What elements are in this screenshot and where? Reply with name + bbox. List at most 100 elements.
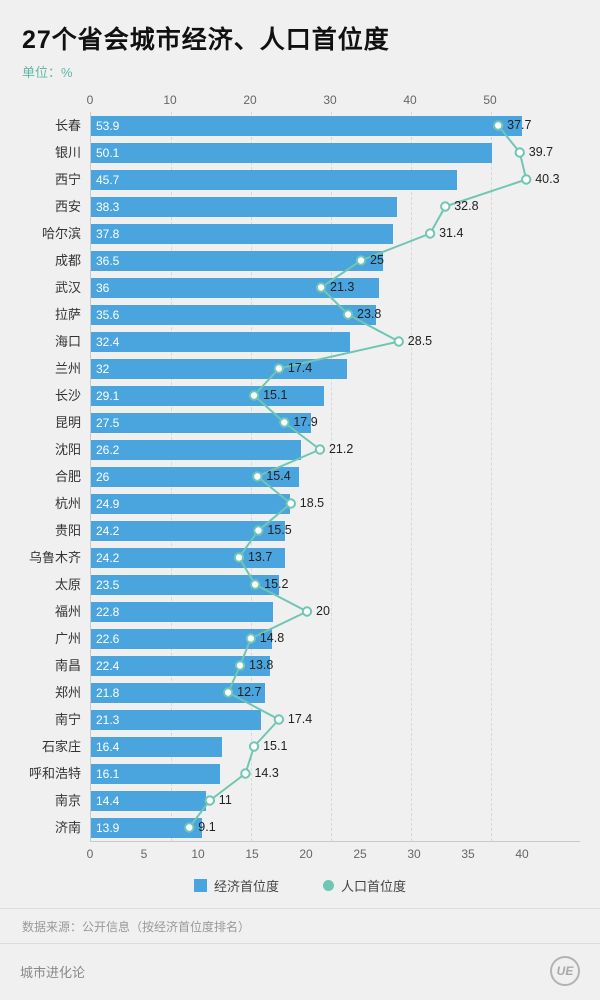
chart-row: 37.8 bbox=[91, 220, 580, 247]
bottom-axis-tick: 5 bbox=[140, 847, 148, 862]
chart-row: 29.1 bbox=[91, 382, 580, 409]
bar-value-label: 37.8 bbox=[96, 226, 120, 241]
bar-value-label: 32.4 bbox=[96, 334, 120, 349]
bar: 38.3 bbox=[91, 196, 398, 217]
bottom-axis-tick: 40 bbox=[515, 847, 529, 862]
bar-value-label: 14.4 bbox=[96, 793, 120, 808]
divider-line bbox=[0, 908, 600, 909]
line-value-label: 12.7 bbox=[237, 684, 262, 699]
category-label: 拉萨 bbox=[54, 307, 81, 323]
bar-value-label: 36.5 bbox=[96, 253, 120, 268]
chart-row: 22.4 bbox=[91, 652, 580, 679]
legend-bar-swatch-icon bbox=[193, 878, 207, 892]
category-label: 贵阳 bbox=[54, 523, 81, 539]
footer: 城市进化论 UE bbox=[0, 943, 600, 1000]
chart-row: 24.9 bbox=[91, 490, 580, 517]
bar-value-label: 29.1 bbox=[96, 388, 120, 403]
chart-row: 24.2 bbox=[91, 517, 580, 544]
bar-value-label: 22.6 bbox=[96, 631, 120, 646]
brand-logo-icon: UE bbox=[550, 956, 580, 986]
page-title: 27个省会城市经济、人口首位度 bbox=[22, 26, 390, 54]
line-value-label: 14.3 bbox=[254, 765, 279, 780]
bar-value-label: 21.8 bbox=[96, 685, 120, 700]
legend: 经济首位度 人口首位度 bbox=[20, 869, 580, 902]
category-label: 海口 bbox=[54, 334, 81, 350]
bar: 29.1 bbox=[91, 385, 324, 406]
category-label: 呼和浩特 bbox=[28, 766, 81, 782]
legend-label-economic: 经济首位度 bbox=[213, 878, 279, 894]
bottom-axis-tick: 35 bbox=[461, 847, 475, 862]
bar: 21.3 bbox=[91, 709, 262, 730]
category-label: 福州 bbox=[54, 604, 81, 620]
bar-value-label: 26.2 bbox=[96, 442, 120, 457]
chart-row: 26 bbox=[91, 463, 580, 490]
category-label: 哈尔滨 bbox=[41, 226, 81, 242]
line-value-label: 15.5 bbox=[267, 522, 292, 537]
bar: 36.5 bbox=[91, 250, 383, 271]
bar-value-label: 21.3 bbox=[96, 712, 120, 727]
line-value-label: 13.8 bbox=[249, 657, 274, 672]
category-label: 银川 bbox=[54, 145, 81, 161]
line-value-label: 31.4 bbox=[439, 225, 464, 240]
bar-value-label: 53.9 bbox=[96, 118, 120, 133]
chart-row: 21.8 bbox=[91, 679, 580, 706]
bar: 50.1 bbox=[91, 142, 492, 163]
category-label: 长沙 bbox=[54, 388, 81, 404]
line-value-label: 39.7 bbox=[528, 144, 554, 159]
line-value-label: 17.9 bbox=[293, 414, 318, 429]
line-value-label: 37.7 bbox=[507, 117, 532, 132]
bottom-axis-tick: 0 bbox=[86, 847, 94, 862]
top-axis-tick: 10 bbox=[163, 93, 177, 107]
bottom-axis: 0 5 10 15 20 25 30 35 40 bbox=[86, 841, 580, 864]
chart-row: 27.5 bbox=[91, 409, 580, 436]
legend-item-economic: 经济首位度 bbox=[193, 876, 279, 895]
category-label: 沈阳 bbox=[54, 442, 81, 458]
bar: 53.9 bbox=[91, 115, 523, 136]
chart-row: 32 bbox=[91, 355, 580, 382]
bar: 13.9 bbox=[91, 817, 203, 838]
brand-name: 城市进化论 bbox=[20, 964, 86, 980]
bar-value-label: 36 bbox=[96, 280, 110, 295]
bar: 35.6 bbox=[91, 304, 376, 325]
top-axis-tick: 40 bbox=[403, 93, 417, 107]
line-value-label: 17.4 bbox=[287, 711, 313, 726]
legend-dot-swatch-icon bbox=[323, 879, 334, 891]
bar-value-label: 22.8 bbox=[96, 604, 120, 619]
bar-value-label: 38.3 bbox=[96, 199, 120, 214]
bar-value-label: 35.6 bbox=[96, 307, 120, 322]
chart-row: 45.7 bbox=[91, 166, 580, 193]
category-label: 合肥 bbox=[54, 469, 81, 485]
category-label: 西安 bbox=[54, 199, 81, 215]
bar: 32.4 bbox=[91, 331, 351, 352]
line-value-label: 11 bbox=[218, 792, 232, 807]
line-value-label: 28.5 bbox=[407, 333, 433, 348]
category-label: 长春 bbox=[54, 118, 81, 134]
bar: 27.5 bbox=[91, 412, 311, 433]
bar: 22.6 bbox=[91, 628, 272, 649]
category-label: 南昌 bbox=[54, 658, 81, 674]
line-value-label: 40.3 bbox=[535, 171, 560, 186]
category-label: 南宁 bbox=[54, 712, 81, 728]
line-value-label: 14.8 bbox=[259, 630, 285, 645]
line-value-label: 15.2 bbox=[264, 576, 289, 591]
line-value-label: 17.4 bbox=[287, 360, 313, 375]
bottom-axis-tick: 20 bbox=[299, 847, 313, 862]
data-source-note: 数据来源：公开信息（按经济首位度排名） bbox=[22, 920, 251, 934]
chart-row: 32.4 bbox=[91, 328, 580, 355]
bottom-axis-tick: 15 bbox=[245, 847, 259, 862]
chart-row: 24.2 bbox=[91, 544, 580, 571]
chart-row: 23.5 bbox=[91, 571, 580, 598]
category-label: 南京 bbox=[54, 793, 81, 809]
line-value-label: 20 bbox=[316, 603, 330, 618]
bar-value-label: 45.7 bbox=[96, 172, 120, 187]
bar-value-label: 50.1 bbox=[96, 145, 120, 160]
bar-value-label: 13.9 bbox=[96, 820, 120, 835]
legend-item-population: 人口首位度 bbox=[323, 876, 406, 895]
chart-row: 50.1 bbox=[91, 139, 580, 166]
bottom-axis-tick: 25 bbox=[353, 847, 367, 862]
chart-row: 22.6 bbox=[91, 625, 580, 652]
top-axis-tick: 50 bbox=[483, 93, 497, 107]
bar-value-label: 32 bbox=[96, 361, 110, 376]
category-label: 西宁 bbox=[54, 172, 81, 188]
